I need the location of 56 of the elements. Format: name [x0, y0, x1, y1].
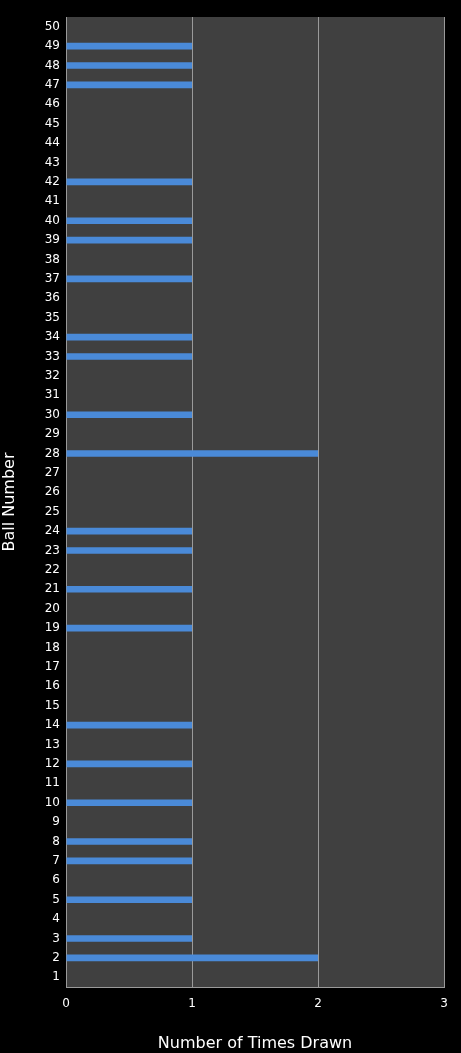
y-tick-label: 7 [52, 853, 60, 868]
y-tick-label: 6 [52, 872, 60, 887]
y-tick-label: 42 [44, 174, 60, 189]
y-tick-label: 30 [44, 406, 60, 421]
y-tick-label: 17 [44, 659, 60, 674]
y-tick-label: 19 [44, 620, 60, 635]
y-tick-label: 23 [44, 542, 60, 557]
y-tick-label: 38 [44, 251, 60, 266]
y-tick-label: 43 [44, 154, 60, 169]
y-tick-label: 44 [44, 135, 60, 150]
y-tick-label: 16 [44, 678, 60, 693]
y-tick-label: 28 [44, 445, 60, 460]
y-tick-label: 2 [52, 950, 60, 965]
y-tick-label: 40 [44, 212, 60, 227]
y-tick-label: 39 [44, 232, 60, 247]
y-tick-label: 25 [44, 503, 60, 518]
y-tick-label: 26 [44, 484, 60, 499]
y-tick-label: 47 [44, 77, 60, 92]
x-tick-label: 3 [440, 996, 448, 1011]
x-tick-label: 2 [314, 996, 322, 1011]
x-tick-label: 0 [62, 996, 70, 1011]
y-tick-label: 37 [44, 271, 60, 286]
y-tick-label: 48 [44, 57, 60, 72]
y-tick-label: 33 [44, 348, 60, 363]
y-tick-label: 45 [44, 115, 60, 130]
y-tick-label: 29 [44, 426, 60, 441]
y-tick-label: 22 [44, 562, 60, 577]
y-tick-label: 36 [44, 290, 60, 305]
y-tick-label: 31 [44, 387, 60, 402]
y-tick-label: 46 [44, 96, 60, 111]
y-tick-label: 49 [44, 38, 60, 53]
y-tick-label: 13 [44, 736, 60, 751]
y-tick-label: 4 [52, 911, 60, 926]
x-tick-label: 1 [188, 996, 196, 1011]
y-tick-label: 34 [44, 329, 60, 344]
y-tick-label: 50 [44, 18, 60, 33]
y-axis-title: Ball Number [0, 452, 18, 552]
y-tick-label: 35 [44, 309, 60, 324]
y-tick-label: 12 [44, 756, 60, 771]
y-tick-label: 24 [44, 523, 60, 538]
y-tick-label: 5 [52, 891, 60, 906]
y-tick-label: 8 [52, 833, 60, 848]
y-tick-label: 18 [44, 639, 60, 654]
y-tick-label: 11 [44, 775, 60, 790]
y-tick-label: 32 [44, 368, 60, 383]
y-tick-label: 3 [52, 930, 60, 945]
y-tick-label: 9 [52, 814, 60, 829]
y-tick-label: 10 [44, 794, 60, 809]
y-tick-label: 27 [44, 465, 60, 480]
y-tick-label: 20 [44, 600, 60, 615]
y-tick-label: 14 [44, 717, 60, 732]
y-tick-label: 15 [44, 697, 60, 712]
x-axis-title: Number of Times Drawn [157, 1032, 353, 1052]
y-tick-label: 1 [52, 969, 60, 984]
y-tick-label: 21 [44, 581, 60, 596]
y-tick-label: 41 [44, 193, 60, 208]
